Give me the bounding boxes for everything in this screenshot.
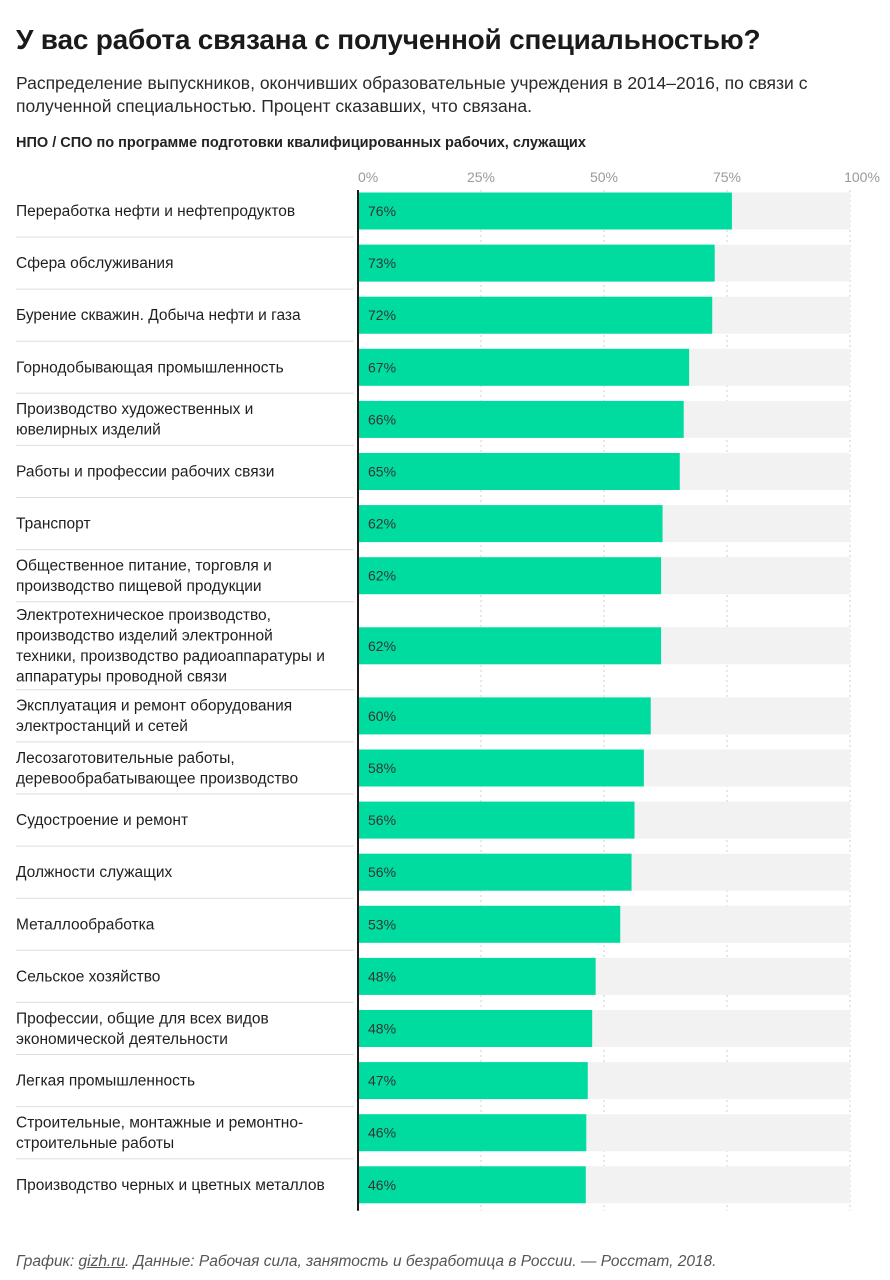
category-label: Судостроение и ремонт <box>16 812 188 829</box>
bar <box>358 400 684 438</box>
category-label: Сельское хозяйство <box>16 968 160 985</box>
category-label: Должности служащих <box>16 864 172 881</box>
bar-row: 62% Общественное питание, торговля и произ… <box>16 557 850 603</box>
x-tick-label: 0% <box>358 169 378 185</box>
bar <box>358 557 662 595</box>
bar-row: 46% Строительные, монтажные и ремонтно-ст… <box>16 1114 850 1160</box>
source-link[interactable]: gizh.ru <box>78 1253 126 1270</box>
bar <box>358 453 680 490</box>
bar-row: 73% Сфера обслуживания <box>16 244 850 290</box>
category-label: Транспорт <box>16 516 91 533</box>
data-label: 76% <box>368 203 396 219</box>
data-label: 46% <box>368 1125 396 1141</box>
bar <box>358 957 596 995</box>
category-label: производство пищевой продукции <box>16 578 262 595</box>
bar-row: 48% Профессии, общие для всех видов эконом… <box>16 1010 850 1055</box>
data-label: 47% <box>368 1073 396 1089</box>
data-label: 56% <box>368 864 396 880</box>
category-label: Электротехническое производство, <box>16 607 271 624</box>
data-label: 60% <box>368 708 396 724</box>
bar-row: 62% Транспорт <box>16 505 850 551</box>
bar-row: 76% Переработка нефти и нефтепродуктов <box>16 192 850 238</box>
bar-row: 65% Работы и профессии рабочих связи <box>16 453 850 498</box>
bar <box>358 749 644 787</box>
data-label: 53% <box>368 916 396 932</box>
bar-row: 48% Сельское хозяйство <box>16 957 850 1003</box>
bar-row: 56% Судостроение и ремонт <box>16 801 850 847</box>
chart-subtitle: Распределение выпускников, окончивших об… <box>16 73 808 116</box>
category-label: Работы и профессии рабочих связи <box>16 464 274 481</box>
bar-row: 66% Производство художественных и ювелирны… <box>16 400 850 446</box>
bar <box>358 296 713 334</box>
bar-row: 53% Металлообработка <box>16 905 850 951</box>
data-label: 67% <box>368 359 396 375</box>
category-label: аппаратуры проводной связи <box>16 669 227 686</box>
bar-row: 72% Бурение скважин. Добыча нефти и газа <box>16 296 850 342</box>
category-label: электростанций и сетей <box>16 718 188 735</box>
category-label: Сфера обслуживания <box>16 255 173 272</box>
category-label: деревообрабатывающее производство <box>16 770 298 787</box>
bar-row: 62% Электротехническое производство, произ… <box>16 607 850 691</box>
data-label: 46% <box>368 1177 396 1193</box>
category-label: производство изделий электронной <box>16 628 273 645</box>
bar <box>358 505 663 543</box>
data-label: 66% <box>368 411 396 427</box>
data-label: 62% <box>368 516 396 532</box>
data-label: 65% <box>368 464 396 480</box>
bar <box>358 853 632 891</box>
bar-chart: 0% 25% 50% 75% 100% 76% Переработка нефти и не… <box>16 169 880 1211</box>
category-label: строительные работы <box>16 1135 174 1152</box>
section-heading: НПО / СПО по программе подготовки квалиф… <box>16 135 586 151</box>
bar <box>358 801 635 839</box>
category-label: Строительные, монтажные и ремонтно- <box>16 1114 303 1131</box>
source-prefix: График: <box>16 1253 79 1270</box>
bar-row: 67% Горнодобывающая промышленность <box>16 348 850 394</box>
bar <box>358 244 715 282</box>
bar <box>358 1114 587 1152</box>
category-label: Лесозаготовительные работы, <box>16 750 235 767</box>
data-label: 62% <box>368 638 396 654</box>
bar <box>358 348 690 386</box>
data-label: 56% <box>368 812 396 828</box>
data-label: 48% <box>368 1021 396 1037</box>
bar-row: 60% Эксплуатация и ремонт оборудования эле… <box>16 697 850 743</box>
bar-row: 56% Должности служащих <box>16 853 850 899</box>
category-label: Металлообработка <box>16 916 155 933</box>
category-label: Легкая промышленность <box>16 1073 195 1090</box>
bar-row: 58% Лесозаготовительные работы, деревообра… <box>16 749 850 795</box>
bar <box>358 697 651 735</box>
category-label: техники, производство радиоаппаратуры и <box>16 648 325 665</box>
bar-row: 47% Легкая промышленность <box>16 1062 850 1108</box>
x-tick-label: 75% <box>713 169 741 185</box>
bar <box>358 1062 588 1100</box>
bar <box>358 905 621 943</box>
source-text: . Данные: Рабочая сила, занятость и безр… <box>125 1253 717 1270</box>
bar-row: 46% Производство черных и цветных металло… <box>16 1166 850 1204</box>
data-label: 73% <box>368 255 396 271</box>
category-label: Бурение скважин. Добыча нефти и газа <box>16 307 301 324</box>
data-label: 48% <box>368 968 396 984</box>
chart-title: У вас работа связана с полученной специа… <box>16 24 761 55</box>
bar <box>358 1166 586 1204</box>
x-tick-label: 100% <box>844 169 880 185</box>
category-label: Горнодобывающая промышленность <box>16 359 284 376</box>
bar <box>358 1010 593 1047</box>
data-label: 72% <box>368 307 396 323</box>
data-label: 62% <box>368 568 396 584</box>
category-label: Общественное питание, торговля и <box>16 557 272 574</box>
category-label: Производство черных и цветных металлов <box>16 1177 325 1194</box>
category-label: ювелирных изделий <box>16 422 161 439</box>
category-label: Эксплуатация и ремонт оборудования <box>16 698 292 715</box>
category-label: Переработка нефти и нефтепродуктов <box>16 203 295 220</box>
x-tick-label: 50% <box>590 169 618 185</box>
category-label: Производство художественных и <box>16 401 253 418</box>
category-label: экономической деятельности <box>16 1031 228 1048</box>
bar <box>358 192 732 230</box>
source-note: График: gizh.ru. Данные: Рабочая сила, з… <box>16 1252 876 1272</box>
bar <box>358 627 662 665</box>
category-label: Профессии, общие для всех видов <box>16 1010 269 1027</box>
data-label: 58% <box>368 760 396 776</box>
x-tick-label: 25% <box>467 169 495 185</box>
